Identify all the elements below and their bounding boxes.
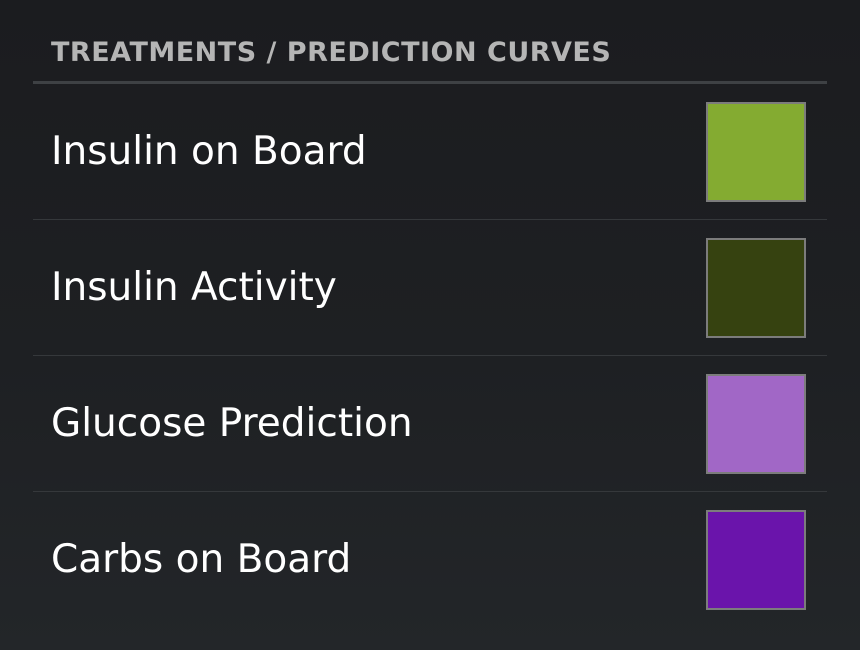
preference-list: Insulin on Board Insulin Activity Glucos… <box>33 84 827 628</box>
pref-label: Insulin on Board <box>51 128 367 174</box>
pref-label: Insulin Activity <box>51 264 337 310</box>
pref-row-insulin-on-board[interactable]: Insulin on Board <box>33 84 827 220</box>
section-title: TREATMENTS / PREDICTION CURVES <box>51 37 612 68</box>
pref-row-glucose-prediction[interactable]: Glucose Prediction <box>33 356 827 492</box>
pref-label: Carbs on Board <box>51 537 352 582</box>
color-swatch[interactable] <box>706 101 806 202</box>
pref-row-carbs-on-board[interactable]: Carbs on Board <box>33 492 827 628</box>
section-header: TREATMENTS / PREDICTION CURVES <box>33 0 827 84</box>
pref-row-insulin-activity[interactable]: Insulin Activity <box>33 220 827 356</box>
color-swatch[interactable] <box>706 510 806 610</box>
pref-label: Glucose Prediction <box>51 400 413 446</box>
color-swatch[interactable] <box>706 237 806 338</box>
color-swatch[interactable] <box>706 373 806 474</box>
